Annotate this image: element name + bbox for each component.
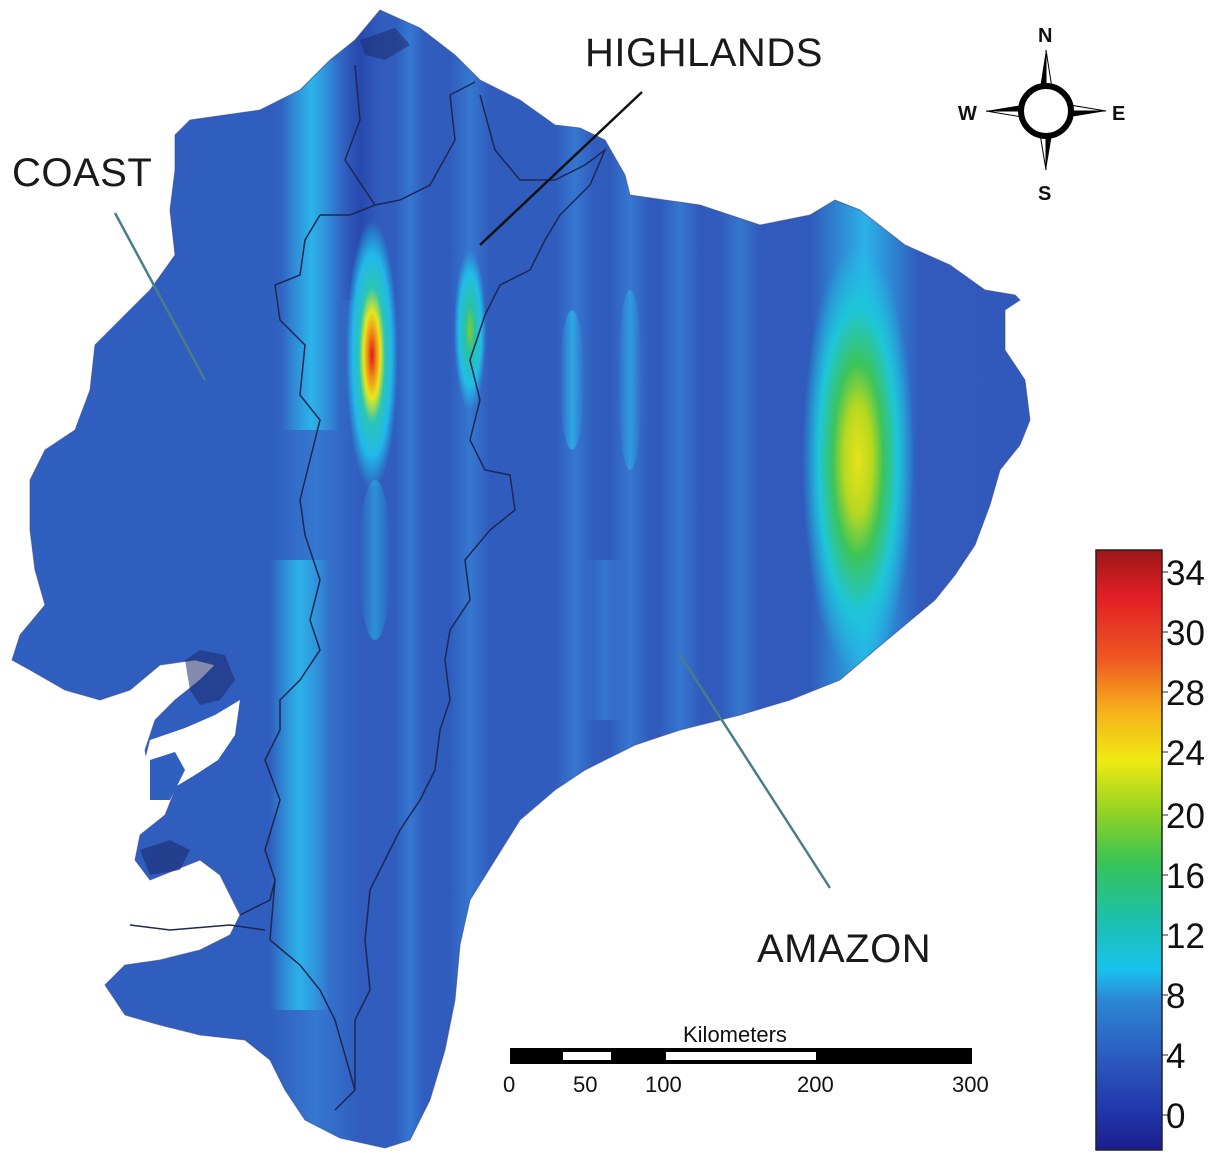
- compass-north: N: [1038, 25, 1052, 47]
- colorbar-tick-label: 16: [1166, 857, 1205, 896]
- colorbar-tick-label: 0: [1166, 1097, 1185, 1136]
- colorbar-tick-label: 28: [1166, 674, 1205, 713]
- scale-tick-0: 0: [503, 1072, 515, 1097]
- compass-west: W: [958, 103, 977, 125]
- compass-rose: N S E W: [958, 25, 1125, 205]
- scale-bar: Kilometers 0 50 100 200 300: [503, 1022, 989, 1097]
- compass-east: E: [1112, 103, 1125, 125]
- coast-label: COAST: [12, 151, 152, 195]
- country-map: [11, 9, 1031, 1149]
- scale-tick-300: 300: [952, 1072, 989, 1097]
- hotspot-highlands-east: [454, 250, 486, 410]
- hotspot-highlands-west: [346, 220, 398, 490]
- scale-bar-title: Kilometers: [683, 1022, 787, 1047]
- colorbar-ticks: 34 30 28 24 20 16 12 8 4 0: [1162, 554, 1205, 1136]
- coast-leader-line: [113, 212, 207, 381]
- colorbar-tick-label: 4: [1166, 1037, 1185, 1076]
- scale-tick-100: 100: [645, 1072, 682, 1097]
- scale-tick-200: 200: [797, 1072, 834, 1097]
- scale-tick-50: 50: [573, 1072, 597, 1097]
- compass-south: S: [1038, 183, 1051, 205]
- colorbar-tick-label: 8: [1166, 977, 1185, 1016]
- colorbar-tick-label: 24: [1166, 734, 1205, 773]
- highlands-label: HIGHLANDS: [585, 31, 823, 75]
- highlands-leader-line: [479, 91, 643, 246]
- colorbar-tick-label: 30: [1166, 614, 1205, 653]
- hotspot-amazon-east: [802, 245, 914, 675]
- region-boundaries: [129, 64, 607, 1111]
- amazon-label: AMAZON: [757, 927, 931, 971]
- colorbar-tick-label: 12: [1166, 917, 1205, 956]
- colorbar: 34 30 28 24 20 16 12 8 4 0: [1095, 549, 1205, 1151]
- colorbar-tick-label: 34: [1166, 554, 1205, 593]
- gulf-of-guayaquil: [110, 28, 410, 875]
- amazon-leader-line: [678, 654, 832, 889]
- colorbar-tick-label: 20: [1166, 797, 1205, 836]
